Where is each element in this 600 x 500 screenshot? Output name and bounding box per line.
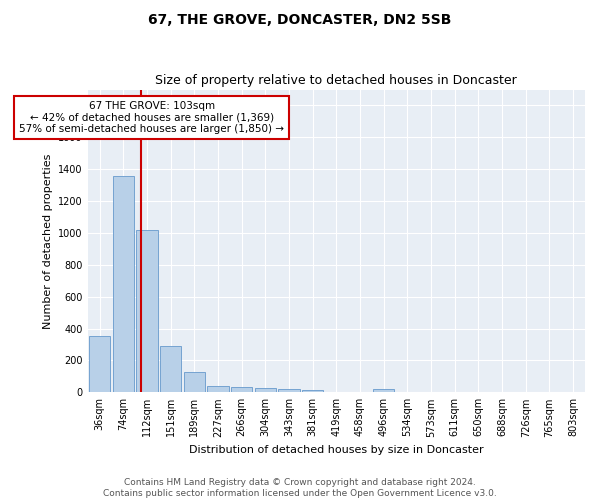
Bar	[136, 230, 158, 392]
Text: Contains HM Land Registry data © Crown copyright and database right 2024.
Contai: Contains HM Land Registry data © Crown c…	[103, 478, 497, 498]
Bar	[302, 390, 323, 392]
Text: 67, THE GROVE, DONCASTER, DN2 5SB: 67, THE GROVE, DONCASTER, DN2 5SB	[148, 12, 452, 26]
Bar	[254, 388, 276, 392]
Bar	[89, 336, 110, 392]
Bar	[231, 386, 252, 392]
Bar	[113, 176, 134, 392]
Bar	[184, 372, 205, 392]
Bar	[207, 386, 229, 392]
Title: Size of property relative to detached houses in Doncaster: Size of property relative to detached ho…	[155, 74, 517, 87]
Bar	[160, 346, 181, 393]
Bar	[278, 389, 299, 392]
X-axis label: Distribution of detached houses by size in Doncaster: Distribution of detached houses by size …	[189, 445, 484, 455]
Y-axis label: Number of detached properties: Number of detached properties	[43, 153, 53, 328]
Bar	[373, 389, 394, 392]
Text: 67 THE GROVE: 103sqm
← 42% of detached houses are smaller (1,369)
57% of semi-de: 67 THE GROVE: 103sqm ← 42% of detached h…	[19, 100, 284, 134]
